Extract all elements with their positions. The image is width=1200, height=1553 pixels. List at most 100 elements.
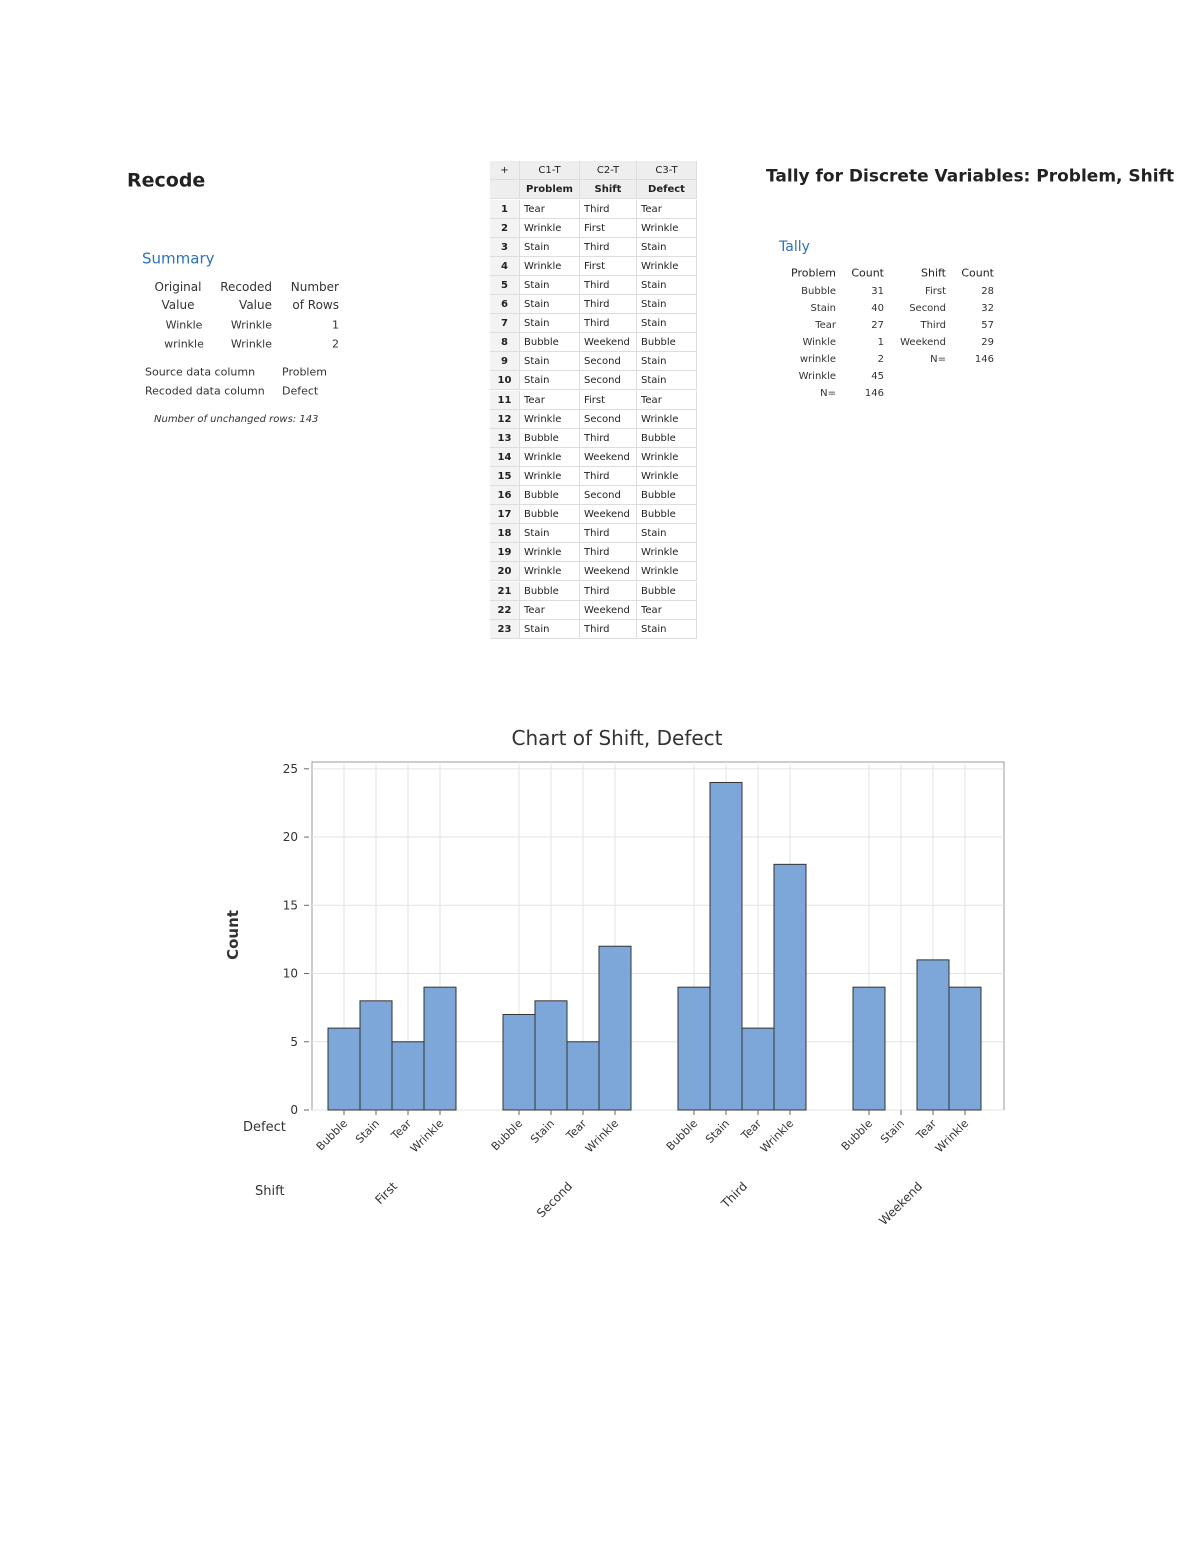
data-cell: Stain: [520, 371, 580, 391]
data-cell: Third: [580, 295, 637, 315]
data-cell: Wrinkle: [520, 543, 580, 563]
tally-cell: 27: [871, 320, 884, 331]
row-number: 10: [490, 371, 520, 391]
column-id: C3-T: [637, 161, 697, 181]
data-cell: Third: [580, 237, 637, 257]
tally-cell: 31: [871, 286, 884, 297]
y-tick-label: 20: [283, 830, 298, 844]
data-cell: Stain: [637, 295, 697, 315]
data-cell: Tear: [520, 390, 580, 410]
group-label: Weekend: [876, 1179, 925, 1228]
row-number: 12: [490, 409, 520, 429]
data-cell: Tear: [520, 199, 580, 219]
category-axis-label: Defect: [243, 1120, 286, 1135]
data-cell: Third: [580, 199, 637, 219]
row-number: 16: [490, 486, 520, 506]
summary-header: Value: [161, 298, 195, 312]
tally-header: Shift: [920, 266, 946, 280]
column-name: Problem: [520, 180, 580, 200]
tally-cell: Winkle: [802, 337, 836, 348]
row-number: 1: [490, 199, 520, 219]
data-cell: Stain: [520, 314, 580, 334]
data-cell: Third: [580, 543, 637, 563]
data-cell: Stain: [637, 275, 697, 295]
bar: [852, 986, 886, 1111]
group-label: First: [372, 1179, 400, 1207]
corner: +: [490, 161, 520, 181]
data-cell: Bubble: [520, 333, 580, 353]
data-cell: Second: [580, 352, 637, 372]
summary-label: Source data column: [145, 365, 256, 379]
data-cell: Stain: [520, 352, 580, 372]
data-cell: Second: [580, 486, 637, 506]
tally-header: Count: [851, 266, 884, 280]
bar: [359, 1000, 393, 1111]
data-cell: First: [580, 390, 637, 410]
row-number: 9: [490, 352, 520, 372]
tally-cell: Weekend: [900, 337, 946, 348]
data-cell: Bubble: [637, 428, 697, 448]
data-cell: Stain: [637, 371, 697, 391]
column-name: Shift: [580, 180, 637, 200]
data-cell: Third: [580, 314, 637, 334]
data-cell: Third: [580, 524, 637, 544]
category-label: Bubble: [839, 1117, 875, 1153]
data-cell: Weekend: [580, 333, 637, 353]
category-label: Stain: [353, 1117, 382, 1146]
summary-cell: Wrinkle: [230, 318, 272, 332]
category-label: Tear: [913, 1117, 939, 1143]
category-label: Stain: [703, 1117, 732, 1146]
y-tick-label: 0: [290, 1103, 298, 1117]
row-number: 8: [490, 333, 520, 353]
tally-title: Tally for Discrete Variables: Problem, S…: [766, 166, 1175, 187]
data-cell: Wrinkle: [637, 256, 697, 276]
data-cell: Wrinkle: [520, 256, 580, 276]
tally-cell: Third: [920, 320, 946, 331]
bar: [916, 959, 950, 1111]
tally-cell: N=: [820, 388, 836, 399]
bar: [566, 1041, 600, 1111]
row-number: 21: [490, 581, 520, 601]
data-cell: Bubble: [637, 486, 697, 506]
data-cell: Bubble: [520, 486, 580, 506]
summary-header: Original: [154, 280, 202, 294]
y-tick-label: 5: [290, 1035, 298, 1049]
tally-subtitle: Tally: [779, 239, 810, 255]
data-cell: Stain: [520, 275, 580, 295]
row-number: 13: [490, 428, 520, 448]
data-cell: Bubble: [637, 581, 697, 601]
tally-cell: 40: [871, 303, 884, 314]
row-number: 17: [490, 505, 520, 525]
data-cell: Third: [580, 275, 637, 295]
summary-cell: Wrinkle: [230, 337, 272, 351]
summary-header: Value: [239, 298, 272, 312]
bar: [677, 986, 711, 1111]
data-cell: First: [580, 218, 637, 238]
data-cell: Stain: [520, 524, 580, 544]
category-label: Tear: [388, 1117, 414, 1143]
bar: [741, 1027, 775, 1111]
tally-cell: First: [924, 286, 946, 297]
data-cell: Wrinkle: [637, 409, 697, 429]
bar: [948, 986, 982, 1111]
tally-cell: Stain: [810, 303, 836, 314]
data-cell: Stain: [637, 352, 697, 372]
data-cell: Bubble: [520, 428, 580, 448]
summary-title: Summary: [142, 249, 215, 268]
data-cell: Third: [580, 581, 637, 601]
summary-cell: 1: [332, 318, 339, 332]
data-cell: Wrinkle: [637, 218, 697, 238]
data-cell: Second: [580, 409, 637, 429]
data-cell: Wrinkle: [520, 447, 580, 467]
tally-cell: 57: [981, 320, 994, 331]
column-id: C2-T: [580, 161, 637, 181]
data-cell: Third: [580, 619, 637, 639]
data-cell: Wrinkle: [637, 466, 697, 486]
data-cell: Third: [580, 466, 637, 486]
column-name: Defect: [637, 180, 697, 200]
category-label: Bubble: [314, 1117, 350, 1153]
category-label: Bubble: [664, 1117, 700, 1153]
bar: [502, 1013, 536, 1111]
